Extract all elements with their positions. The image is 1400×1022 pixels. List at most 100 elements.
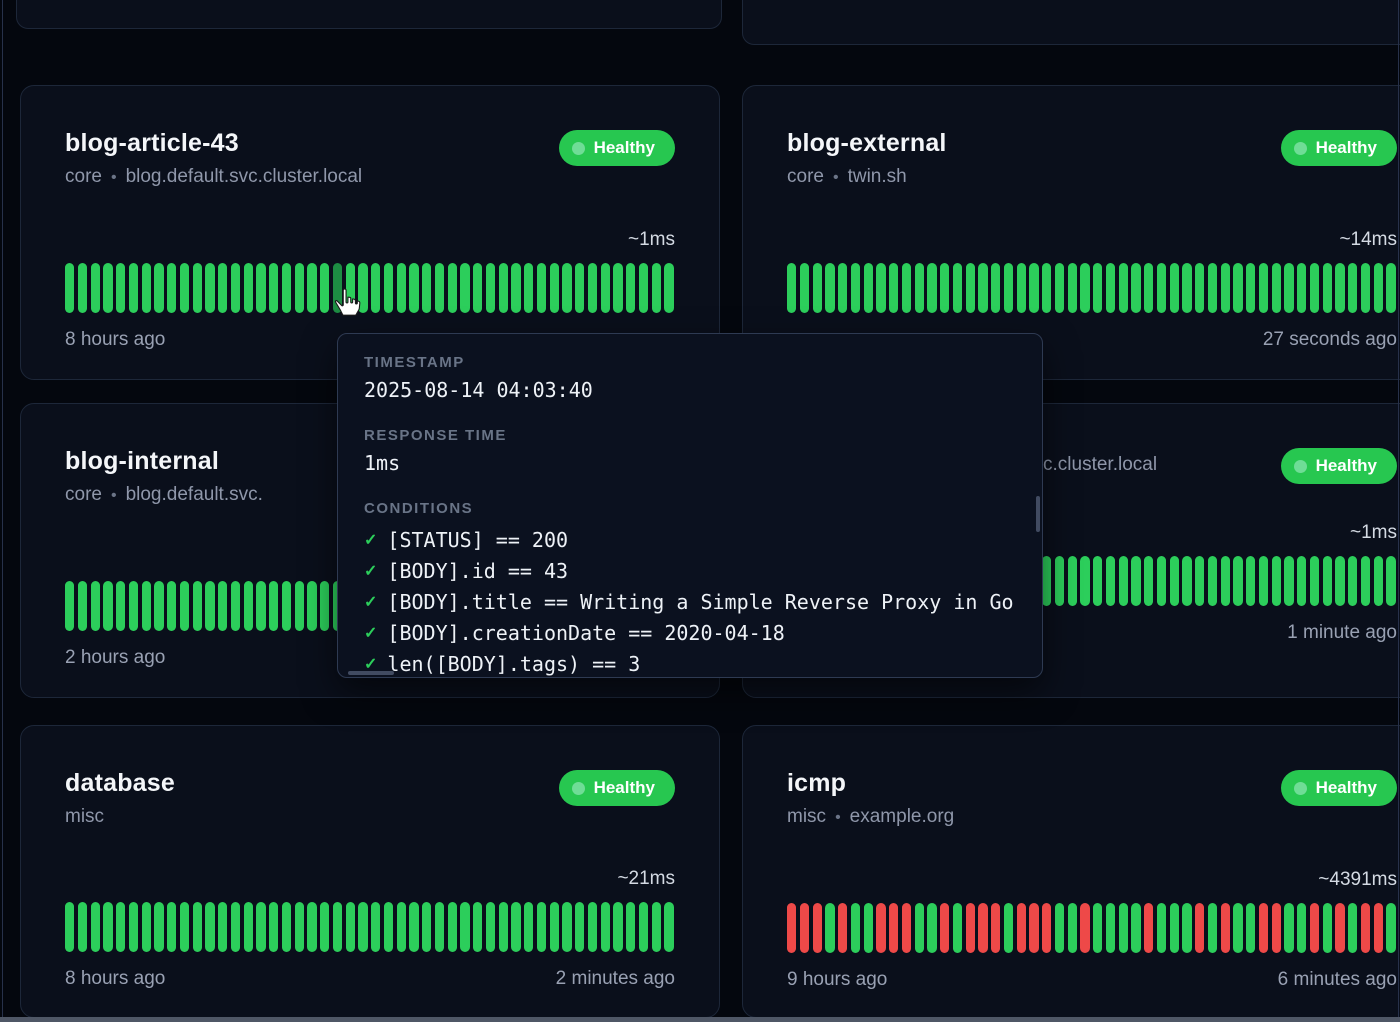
uptime-bars[interactable] [787, 263, 1397, 313]
uptime-bar[interactable] [383, 902, 394, 952]
uptime-bar[interactable] [1131, 903, 1141, 953]
uptime-bar[interactable] [103, 581, 113, 631]
service-card-blog-external[interactable]: blog-external core • twin.sh Healthy ~14ms… [742, 85, 1400, 380]
uptime-bar[interactable] [536, 263, 547, 313]
uptime-bar[interactable] [116, 902, 126, 952]
uptime-bar[interactable] [1246, 556, 1256, 606]
uptime-bar[interactable] [485, 902, 496, 952]
uptime-bar[interactable] [1271, 263, 1281, 313]
uptime-bar[interactable] [167, 263, 177, 313]
uptime-bar[interactable] [511, 263, 521, 313]
uptime-bar[interactable] [901, 903, 912, 953]
uptime-bar[interactable] [600, 263, 610, 313]
uptime-bar[interactable] [664, 902, 674, 952]
uptime-bar[interactable] [1016, 903, 1026, 953]
uptime-bar[interactable] [575, 263, 585, 313]
uptime-bar[interactable] [1271, 903, 1281, 953]
uptime-bar[interactable] [141, 581, 151, 631]
uptime-bar[interactable] [1195, 263, 1205, 313]
uptime-bar[interactable] [1105, 263, 1116, 313]
uptime-bar[interactable] [1386, 903, 1396, 953]
uptime-bar[interactable] [396, 902, 406, 952]
uptime-bar[interactable] [876, 903, 886, 953]
uptime-bar[interactable] [269, 581, 279, 631]
uptime-bar[interactable] [256, 263, 266, 313]
uptime-bar[interactable] [396, 263, 406, 313]
uptime-bar[interactable] [1309, 903, 1320, 953]
uptime-bar[interactable] [1348, 903, 1358, 953]
uptime-bar[interactable] [179, 263, 190, 313]
uptime-bar[interactable] [332, 902, 343, 952]
uptime-bar[interactable] [562, 263, 572, 313]
uptime-bar[interactable] [940, 903, 950, 953]
uptime-bar[interactable] [141, 263, 151, 313]
uptime-bar[interactable] [575, 902, 585, 952]
uptime-bar[interactable] [141, 902, 151, 952]
uptime-bars[interactable] [787, 903, 1397, 953]
uptime-bar[interactable] [269, 263, 279, 313]
uptime-bar[interactable] [1169, 903, 1179, 953]
uptime-bar[interactable] [1258, 556, 1269, 606]
uptime-bar[interactable] [626, 902, 636, 952]
uptime-bar[interactable] [473, 902, 483, 952]
uptime-bar[interactable] [1182, 556, 1192, 606]
uptime-bar[interactable] [307, 902, 317, 952]
uptime-bar[interactable] [812, 263, 822, 313]
uptime-bar[interactable] [230, 581, 241, 631]
uptime-bar[interactable] [230, 902, 241, 952]
uptime-bar[interactable] [447, 902, 457, 952]
uptime-bar[interactable] [205, 581, 215, 631]
uptime-bar[interactable] [1054, 556, 1065, 606]
uptime-bar[interactable] [787, 263, 797, 313]
uptime-bar[interactable] [77, 581, 88, 631]
uptime-bar[interactable] [901, 263, 912, 313]
uptime-bars[interactable] [65, 902, 675, 952]
uptime-bar[interactable] [638, 263, 649, 313]
uptime-bar[interactable] [116, 581, 126, 631]
uptime-bar[interactable] [320, 263, 330, 313]
uptime-bar[interactable] [1093, 556, 1103, 606]
uptime-bar[interactable] [243, 581, 253, 631]
uptime-bar[interactable] [850, 903, 861, 953]
uptime-bar[interactable] [1373, 263, 1383, 313]
uptime-bar[interactable] [473, 263, 483, 313]
uptime-bar[interactable] [1284, 903, 1294, 953]
uptime-bar[interactable] [1220, 556, 1230, 606]
uptime-bar[interactable] [651, 902, 661, 952]
uptime-bar[interactable] [1029, 903, 1039, 953]
uptime-bar[interactable] [116, 263, 126, 313]
uptime-bar[interactable] [460, 263, 470, 313]
uptime-bar[interactable] [1029, 263, 1039, 313]
uptime-bar[interactable] [991, 263, 1001, 313]
service-card-icmp[interactable]: icmp misc • example.org Healthy ~4391ms 9 … [742, 725, 1400, 1018]
uptime-bar[interactable] [498, 902, 508, 952]
uptime-bar[interactable] [1207, 263, 1218, 313]
uptime-bars[interactable] [65, 263, 675, 313]
uptime-bar[interactable] [90, 263, 100, 313]
uptime-bar[interactable] [927, 263, 937, 313]
uptime-bar[interactable] [889, 903, 899, 953]
uptime-bar[interactable] [218, 902, 228, 952]
uptime-bar[interactable] [799, 903, 810, 953]
uptime-bar[interactable] [422, 263, 432, 313]
uptime-bar[interactable] [128, 902, 139, 952]
uptime-bar[interactable] [1169, 263, 1179, 313]
uptime-bar[interactable] [549, 902, 559, 952]
uptime-bar[interactable] [1360, 556, 1371, 606]
uptime-bar[interactable] [1156, 263, 1167, 313]
uptime-bar[interactable] [243, 263, 253, 313]
uptime-bar[interactable] [281, 581, 292, 631]
uptime-bar[interactable] [587, 263, 598, 313]
uptime-bar[interactable] [294, 263, 304, 313]
uptime-bar[interactable] [1144, 556, 1154, 606]
uptime-bar[interactable] [1118, 903, 1128, 953]
uptime-bar[interactable] [1348, 263, 1358, 313]
uptime-bar[interactable] [1258, 263, 1269, 313]
uptime-bar[interactable] [651, 263, 661, 313]
uptime-bar[interactable] [1309, 556, 1320, 606]
uptime-bar[interactable] [1054, 263, 1065, 313]
uptime-bar[interactable] [358, 263, 368, 313]
uptime-bar[interactable] [1195, 556, 1205, 606]
tooltip-horizontal-scrollbar[interactable] [348, 671, 394, 675]
uptime-bar[interactable] [434, 902, 445, 952]
